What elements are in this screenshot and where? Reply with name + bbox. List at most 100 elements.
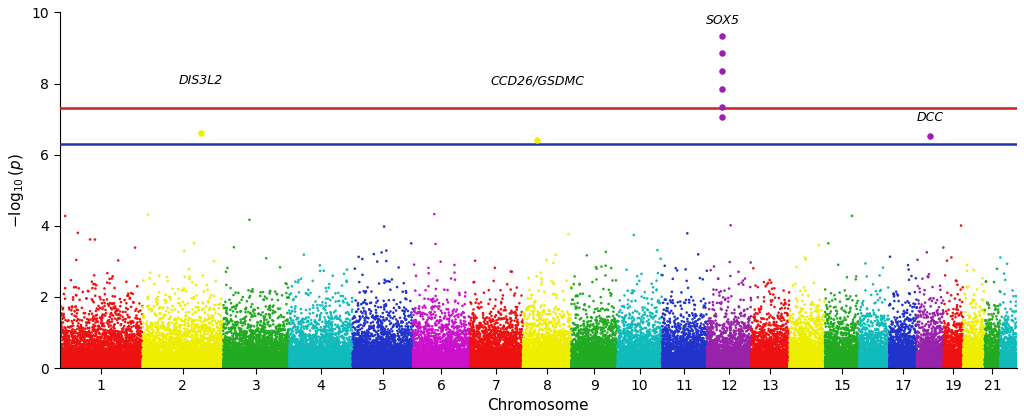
Point — [338, 328, 354, 334]
Point — [188, 336, 205, 343]
Point — [127, 346, 143, 353]
Point — [282, 340, 298, 346]
Point — [643, 362, 659, 369]
Point — [411, 347, 427, 354]
Point — [377, 362, 393, 369]
Point — [711, 357, 727, 364]
Point — [605, 355, 622, 362]
Point — [366, 251, 382, 257]
Point — [423, 362, 439, 368]
Point — [707, 364, 723, 370]
Point — [745, 359, 762, 366]
Point — [820, 341, 837, 347]
Point — [447, 358, 464, 365]
Point — [341, 362, 357, 369]
Point — [217, 347, 233, 354]
Point — [282, 358, 298, 365]
Point — [450, 347, 466, 354]
Point — [715, 86, 731, 92]
Point — [593, 362, 609, 368]
Point — [98, 364, 115, 371]
Point — [941, 364, 957, 370]
Point — [250, 348, 266, 354]
Point — [462, 359, 478, 365]
Point — [369, 346, 385, 353]
Point — [460, 338, 476, 344]
Point — [736, 344, 753, 350]
Point — [78, 364, 94, 371]
Point — [530, 351, 547, 358]
Point — [663, 361, 679, 368]
Point — [504, 317, 520, 324]
Point — [508, 323, 524, 330]
Point — [639, 349, 655, 355]
Point — [270, 346, 287, 352]
Point — [295, 353, 311, 360]
Point — [449, 364, 465, 370]
Point — [975, 365, 991, 371]
Point — [397, 357, 414, 364]
Point — [805, 354, 821, 361]
Point — [628, 362, 644, 368]
Point — [903, 356, 920, 363]
Point — [944, 310, 961, 316]
Point — [977, 333, 993, 340]
Point — [74, 355, 90, 362]
Point — [118, 364, 134, 370]
Point — [385, 363, 401, 370]
Point — [108, 360, 124, 367]
Point — [823, 354, 840, 360]
Point — [245, 334, 261, 341]
Point — [94, 352, 111, 359]
Point — [720, 346, 736, 352]
Point — [613, 364, 630, 370]
Point — [924, 348, 940, 354]
Point — [110, 337, 126, 344]
Point — [950, 363, 967, 370]
Point — [201, 344, 217, 350]
Point — [444, 360, 461, 367]
Point — [574, 350, 591, 357]
Point — [296, 350, 312, 357]
Point — [825, 358, 842, 365]
Point — [457, 364, 473, 370]
Point — [871, 341, 888, 348]
Point — [802, 361, 818, 368]
Point — [529, 335, 546, 342]
Point — [859, 349, 876, 356]
Point — [915, 343, 932, 350]
Point — [117, 318, 133, 325]
Point — [882, 336, 898, 343]
Point — [815, 364, 831, 370]
Point — [900, 357, 916, 363]
Point — [918, 361, 934, 368]
Point — [863, 332, 880, 339]
Point — [367, 347, 383, 354]
Point — [979, 362, 995, 369]
Point — [618, 336, 635, 343]
Point — [148, 325, 165, 331]
Point — [313, 343, 330, 349]
Point — [657, 361, 674, 368]
Point — [164, 361, 180, 368]
Point — [691, 334, 708, 341]
Point — [202, 344, 218, 350]
Point — [199, 364, 215, 370]
Point — [1000, 356, 1017, 363]
Point — [987, 327, 1004, 334]
Point — [949, 335, 966, 342]
Point — [400, 358, 417, 365]
Point — [941, 358, 957, 365]
Point — [838, 344, 854, 351]
Point — [783, 357, 800, 364]
Point — [812, 346, 828, 353]
Point — [280, 361, 296, 368]
Point — [560, 323, 577, 330]
Point — [821, 361, 838, 368]
Point — [389, 330, 406, 337]
Point — [906, 360, 923, 367]
Point — [325, 344, 341, 351]
Point — [153, 342, 169, 349]
Point — [510, 357, 526, 364]
Point — [87, 341, 103, 348]
